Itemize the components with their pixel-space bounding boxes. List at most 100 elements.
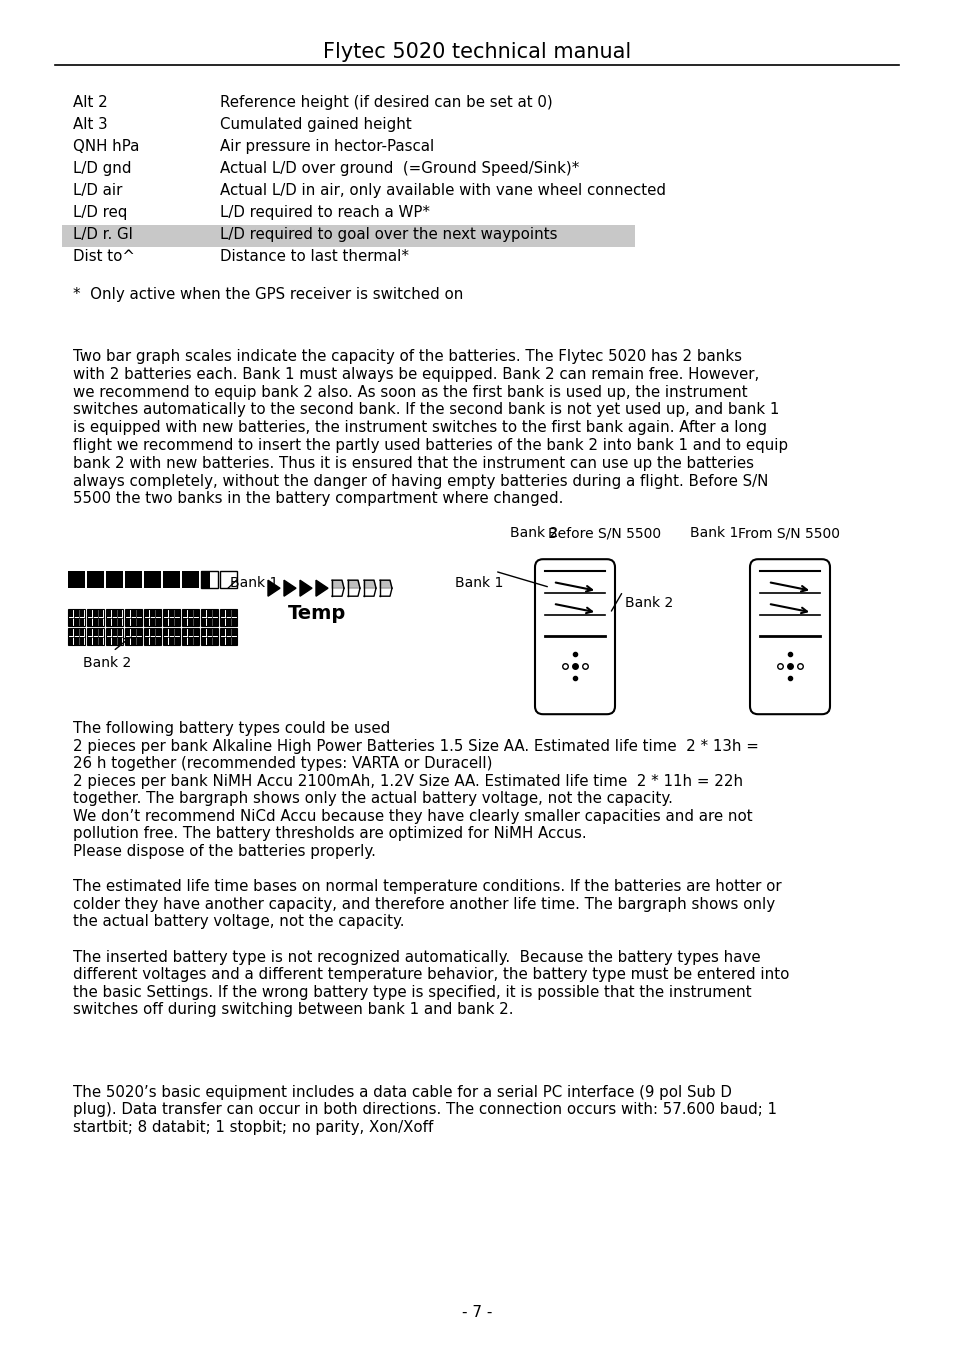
Text: Bank 2: Bank 2 <box>624 597 673 610</box>
Bar <box>182 609 199 626</box>
Bar <box>93 618 98 625</box>
Text: - 7 -: - 7 - <box>461 1305 492 1320</box>
Bar <box>207 637 212 645</box>
Bar <box>220 618 225 625</box>
Bar <box>193 629 198 636</box>
Bar <box>69 618 73 625</box>
Bar <box>107 629 112 636</box>
Bar <box>88 637 92 645</box>
Bar <box>144 610 149 617</box>
Bar <box>107 610 112 617</box>
Bar <box>118 629 122 636</box>
Bar <box>144 609 161 626</box>
Text: Bank 2: Bank 2 <box>83 656 132 670</box>
Polygon shape <box>299 580 312 597</box>
Text: Cumulated gained height: Cumulated gained height <box>220 117 412 132</box>
Bar <box>74 618 79 625</box>
Text: We don’t recommend NiCd Accu because they have clearly smaller capacities and ar: We don’t recommend NiCd Accu because the… <box>73 809 752 824</box>
Bar <box>136 618 141 625</box>
Text: Alt 2: Alt 2 <box>73 95 108 109</box>
Bar <box>232 618 236 625</box>
Bar <box>106 628 123 645</box>
Bar <box>118 610 122 617</box>
Bar <box>112 637 116 645</box>
Text: colder they have another capacity, and therefore another life time. The bargraph: colder they have another capacity, and t… <box>73 896 774 911</box>
Bar <box>88 618 92 625</box>
Bar <box>155 637 160 645</box>
Bar <box>220 628 236 645</box>
Text: is equipped with new batteries, the instrument switches to the first bank again.: is equipped with new batteries, the inst… <box>73 420 766 435</box>
Bar <box>155 629 160 636</box>
Bar <box>69 637 73 645</box>
Bar <box>220 571 236 589</box>
Bar <box>68 571 85 589</box>
Text: The estimated life time bases on normal temperature conditions. If the batteries: The estimated life time bases on normal … <box>73 879 781 894</box>
Text: Air pressure in hector-Pascal: Air pressure in hector-Pascal <box>220 139 434 154</box>
Bar <box>182 618 187 625</box>
Text: bank 2 with new batteries. Thus it is ensured that the instrument can use up the: bank 2 with new batteries. Thus it is en… <box>73 456 753 471</box>
Bar <box>169 618 173 625</box>
Text: 2 pieces per bank NiMH Accu 2100mAh, 1.2V Size AA. Estimated life time  2 * 11h : 2 pieces per bank NiMH Accu 2100mAh, 1.2… <box>73 774 742 788</box>
Bar <box>150 618 154 625</box>
Text: flight we recommend to insert the partly used batteries of the bank 2 into bank : flight we recommend to insert the partly… <box>73 437 787 454</box>
Bar <box>93 610 98 617</box>
Text: plug). Data transfer can occur in both directions. The connection occurs with: 5: plug). Data transfer can occur in both d… <box>73 1102 776 1118</box>
Bar <box>144 628 161 645</box>
Bar <box>126 629 130 636</box>
Text: Actual L/D over ground  (=Ground Speed/Sink)*: Actual L/D over ground (=Ground Speed/Si… <box>220 161 578 176</box>
Text: Reference height (if desired can be set at 0): Reference height (if desired can be set … <box>220 95 552 109</box>
Bar <box>106 609 123 626</box>
Text: L/D air: L/D air <box>73 184 122 198</box>
Text: Before S/N 5500: Before S/N 5500 <box>547 526 660 540</box>
Polygon shape <box>332 580 344 589</box>
Text: pollution free. The battery thresholds are optimized for NiMH Accus.: pollution free. The battery thresholds a… <box>73 826 586 841</box>
Text: Bank 1: Bank 1 <box>230 576 278 590</box>
Bar <box>155 610 160 617</box>
Bar <box>93 629 98 636</box>
Bar <box>193 637 198 645</box>
Bar <box>88 610 92 617</box>
FancyBboxPatch shape <box>535 559 615 714</box>
Text: Dist to^: Dist to^ <box>73 248 135 265</box>
Bar <box>126 610 130 617</box>
Text: QNH hPa: QNH hPa <box>73 139 139 154</box>
Bar <box>126 618 130 625</box>
Text: Actual L/D in air, only available with vane wheel connected: Actual L/D in air, only available with v… <box>220 184 665 198</box>
Bar <box>163 628 180 645</box>
Bar <box>80 610 85 617</box>
Bar <box>144 618 149 625</box>
Bar <box>126 637 130 645</box>
Bar <box>213 629 217 636</box>
Bar <box>193 618 198 625</box>
Text: Bank 2: Bank 2 <box>510 526 558 540</box>
Bar <box>182 629 187 636</box>
Text: 5500 the two banks in the battery compartment where changed.: 5500 the two banks in the battery compar… <box>73 491 563 506</box>
Bar <box>174 610 179 617</box>
Bar <box>163 609 180 626</box>
Bar <box>131 618 135 625</box>
Text: always completely, without the danger of having empty batteries during a flight.: always completely, without the danger of… <box>73 474 767 489</box>
Bar <box>107 637 112 645</box>
Bar <box>144 629 149 636</box>
Text: Two bar graph scales indicate the capacity of the batteries. The Flytec 5020 has: Two bar graph scales indicate the capaci… <box>73 350 741 365</box>
Bar <box>220 629 225 636</box>
Bar <box>213 610 217 617</box>
Text: From S/N 5500: From S/N 5500 <box>738 526 840 540</box>
Bar <box>150 610 154 617</box>
Bar <box>182 628 199 645</box>
Text: we recommend to equip bank 2 also. As soon as the first bank is used up, the ins: we recommend to equip bank 2 also. As so… <box>73 385 747 400</box>
Bar <box>188 618 193 625</box>
Bar <box>174 618 179 625</box>
Text: The inserted battery type is not recognized automatically.  Because the battery : The inserted battery type is not recogni… <box>73 949 760 965</box>
Text: L/D required to goal over the next waypoints: L/D required to goal over the next waypo… <box>220 227 557 242</box>
Bar <box>207 610 212 617</box>
Bar <box>131 629 135 636</box>
Text: the basic Settings. If the wrong battery type is specified, it is possible that : the basic Settings. If the wrong battery… <box>73 984 751 1000</box>
Bar <box>220 637 225 645</box>
Bar <box>74 610 79 617</box>
Bar <box>201 571 218 589</box>
Bar <box>213 637 217 645</box>
Bar <box>201 637 206 645</box>
Bar <box>99 618 103 625</box>
Bar <box>131 637 135 645</box>
